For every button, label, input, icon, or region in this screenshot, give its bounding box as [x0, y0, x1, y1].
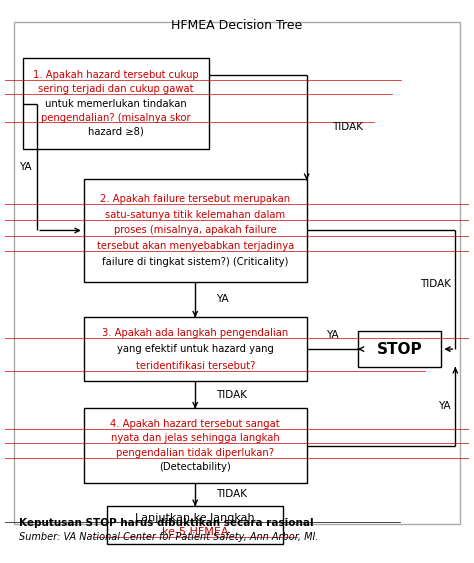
Text: yang efektif untuk hazard yang: yang efektif untuk hazard yang — [117, 344, 273, 354]
Text: YA: YA — [216, 294, 229, 305]
Text: proses (misalnya, apakah failure: proses (misalnya, apakah failure — [114, 225, 276, 235]
Bar — [107, 506, 283, 544]
Bar — [84, 318, 307, 381]
Text: pengendalian? (misalnya skor: pengendalian? (misalnya skor — [41, 113, 191, 123]
Text: teridentifikasi tersebut?: teridentifikasi tersebut? — [136, 360, 255, 370]
Text: TIDAK: TIDAK — [419, 279, 451, 289]
Text: pengendalian tidak diperlukan?: pengendalian tidak diperlukan? — [116, 448, 274, 458]
Text: 3. Apakah ada langkah pengendalian: 3. Apakah ada langkah pengendalian — [102, 328, 288, 338]
Text: (Detectability): (Detectability) — [159, 462, 231, 472]
Bar — [23, 58, 209, 149]
Text: HFMEA Decision Tree: HFMEA Decision Tree — [172, 19, 302, 33]
Bar — [84, 180, 307, 282]
Text: ke-5 HFMEA: ke-5 HFMEA — [162, 527, 228, 537]
Text: STOP: STOP — [377, 342, 422, 356]
Text: untuk memerlukan tindakan: untuk memerlukan tindakan — [46, 99, 187, 109]
Text: YA: YA — [326, 330, 338, 340]
Text: failure di tingkat sistem?) (Criticality): failure di tingkat sistem?) (Criticality… — [102, 257, 288, 267]
Bar — [358, 331, 441, 367]
Text: Keputusan STOP harus dibuktikan secara rasional: Keputusan STOP harus dibuktikan secara r… — [18, 518, 313, 528]
Text: 1. Apakah hazard tersebut cukup: 1. Apakah hazard tersebut cukup — [33, 70, 199, 80]
Text: sering terjadi dan cukup gawat: sering terjadi dan cukup gawat — [38, 84, 194, 95]
Bar — [84, 408, 307, 483]
Text: tersebut akan menyebabkan terjadinya: tersebut akan menyebabkan terjadinya — [97, 242, 294, 252]
Text: Sumber: VA National Center for Patient Safety, Ann Arbor, MI.: Sumber: VA National Center for Patient S… — [18, 532, 318, 542]
Text: Lanjutkan ke langkah: Lanjutkan ke langkah — [136, 512, 255, 522]
Text: satu-satunya titik kelemahan dalam: satu-satunya titik kelemahan dalam — [105, 209, 285, 220]
Text: TIDAK: TIDAK — [332, 122, 363, 132]
Text: 2. Apakah failure tersebut merupakan: 2. Apakah failure tersebut merupakan — [100, 194, 290, 204]
Text: nyata dan jelas sehingga langkah: nyata dan jelas sehingga langkah — [111, 434, 280, 444]
Text: TIDAK: TIDAK — [216, 489, 247, 499]
Text: YA: YA — [438, 401, 451, 412]
Text: YA: YA — [19, 162, 32, 172]
Text: 4. Apakah hazard tersebut sangat: 4. Apakah hazard tersebut sangat — [110, 419, 280, 429]
Text: hazard ≥8): hazard ≥8) — [88, 127, 144, 137]
Text: TIDAK: TIDAK — [216, 390, 247, 400]
